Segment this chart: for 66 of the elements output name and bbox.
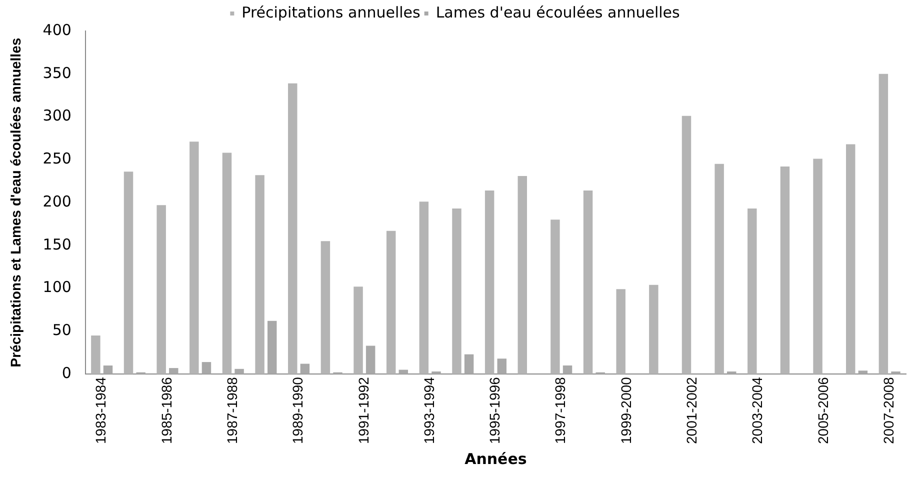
bar bbox=[484, 190, 494, 374]
x-tick-label: 2007-2008 bbox=[880, 376, 896, 444]
bar bbox=[727, 371, 736, 374]
bar bbox=[846, 144, 856, 374]
x-tick-label: 1985-1986 bbox=[158, 376, 174, 444]
bar bbox=[682, 116, 692, 374]
bar bbox=[288, 83, 298, 374]
bar bbox=[714, 164, 724, 374]
y-tick-label: 400 bbox=[42, 20, 72, 39]
bar bbox=[386, 230, 396, 374]
y-tick-label: 350 bbox=[42, 64, 72, 82]
bar bbox=[649, 284, 658, 374]
bar bbox=[267, 320, 277, 374]
bar bbox=[202, 362, 212, 374]
bar bbox=[300, 364, 310, 374]
bar bbox=[452, 208, 462, 374]
x-tick-label: 1989-1990 bbox=[290, 376, 306, 444]
x-tick-label: 1997-1998 bbox=[552, 376, 568, 444]
bar bbox=[156, 205, 166, 374]
bar bbox=[234, 368, 244, 374]
bar bbox=[780, 166, 790, 374]
bar bbox=[878, 74, 888, 374]
bar bbox=[124, 172, 134, 374]
bar bbox=[320, 241, 330, 374]
bar bbox=[222, 152, 232, 374]
bar bbox=[616, 289, 626, 374]
y-tick-label: 50 bbox=[52, 321, 72, 340]
bar bbox=[858, 370, 868, 374]
bar bbox=[748, 208, 757, 374]
bar bbox=[813, 158, 822, 374]
bar bbox=[255, 175, 264, 374]
bar bbox=[190, 142, 199, 374]
y-tick-label: 200 bbox=[42, 192, 72, 210]
bar bbox=[550, 220, 560, 374]
y-tick-label: 150 bbox=[42, 235, 72, 254]
bar bbox=[103, 365, 113, 374]
x-tick-label: 1991-1992 bbox=[355, 376, 372, 444]
y-tick-label: 100 bbox=[42, 278, 72, 296]
legend-label: Précipitations annuelles bbox=[242, 3, 421, 22]
x-tick-label: 1999-2000 bbox=[618, 376, 634, 444]
bar bbox=[91, 335, 100, 374]
x-axis-title: Années bbox=[464, 450, 527, 468]
bar bbox=[497, 358, 506, 374]
y-tick-label: 0 bbox=[62, 364, 72, 382]
y-tick-label: 300 bbox=[42, 106, 72, 125]
bar bbox=[583, 190, 593, 374]
bar bbox=[169, 368, 178, 374]
y-tick-label: 250 bbox=[42, 150, 72, 168]
bar bbox=[419, 202, 429, 374]
y-axis-title: Précipitations et Lames d'eau écoulées annuelles bbox=[7, 38, 24, 368]
x-tick-label: 2005-2006 bbox=[814, 376, 831, 444]
x-tick-label: 1983-1984 bbox=[92, 376, 109, 444]
bar bbox=[366, 346, 376, 374]
bar bbox=[354, 286, 363, 374]
bar bbox=[398, 370, 408, 374]
x-tick-label: 1987-1988 bbox=[224, 376, 240, 444]
x-tick-label: 2003-2004 bbox=[749, 376, 766, 444]
x-tick-label: 1993-1994 bbox=[420, 376, 437, 444]
bar bbox=[464, 354, 474, 374]
bar bbox=[518, 176, 527, 374]
x-tick-label: 1995-1996 bbox=[486, 376, 503, 444]
x-tick-label: 2001-2002 bbox=[684, 376, 700, 444]
bar bbox=[432, 371, 441, 374]
bar bbox=[891, 371, 900, 374]
bar bbox=[562, 365, 572, 374]
legend-label: Lames d'eau écoulées annuelles bbox=[436, 3, 680, 22]
